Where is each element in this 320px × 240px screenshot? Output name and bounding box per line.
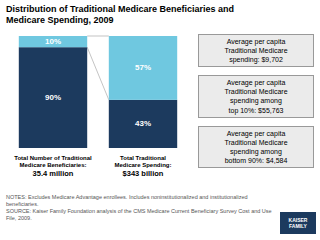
connector [87, 36, 109, 37]
logo: KAISER FAMILY [280, 212, 316, 234]
data-labels: 90% 10% 43% 57% [45, 37, 151, 128]
bar-segment [19, 36, 87, 47]
data-label: 10% [45, 37, 61, 46]
category-label: Total TraditionalMedicare Spending:$343 … [114, 155, 171, 179]
category-label-line: $343 billion [123, 169, 164, 178]
connector [87, 47, 109, 100]
bar-segment [109, 100, 177, 148]
category-label: Total Number of TraditionalMedicare Bene… [14, 155, 92, 179]
annotation: Average per capita Traditional Medicare … [198, 75, 314, 117]
category-label-line: 35.4 million [33, 169, 74, 178]
bars [19, 36, 177, 148]
bar-segment [19, 47, 87, 148]
title: Distribution of Traditional Medicare Ben… [6, 4, 316, 27]
data-label: 90% [45, 93, 61, 102]
annotations: Average per capita Traditional Medicare … [198, 34, 314, 168]
category-label-line: Total Number of Traditional [14, 155, 92, 161]
data-label: 43% [135, 119, 151, 128]
data-label: 57% [135, 63, 151, 72]
connectors [87, 36, 109, 100]
category-label-line: Total Traditional [120, 155, 166, 161]
annotation: Average per capita Traditional Medicare … [198, 126, 314, 168]
annotation: Average per capita Traditional Medicare … [198, 34, 314, 67]
bar-segment [109, 36, 177, 100]
notes: NOTES: Excludes Medicare Advantage enrol… [6, 194, 274, 223]
category-label-line: Medicare Spending: [114, 162, 171, 168]
chart: 90%10%43%57%Total Number of TraditionalM… [2, 30, 194, 192]
category-label-line: Medicare Beneficiaries: [19, 162, 86, 168]
